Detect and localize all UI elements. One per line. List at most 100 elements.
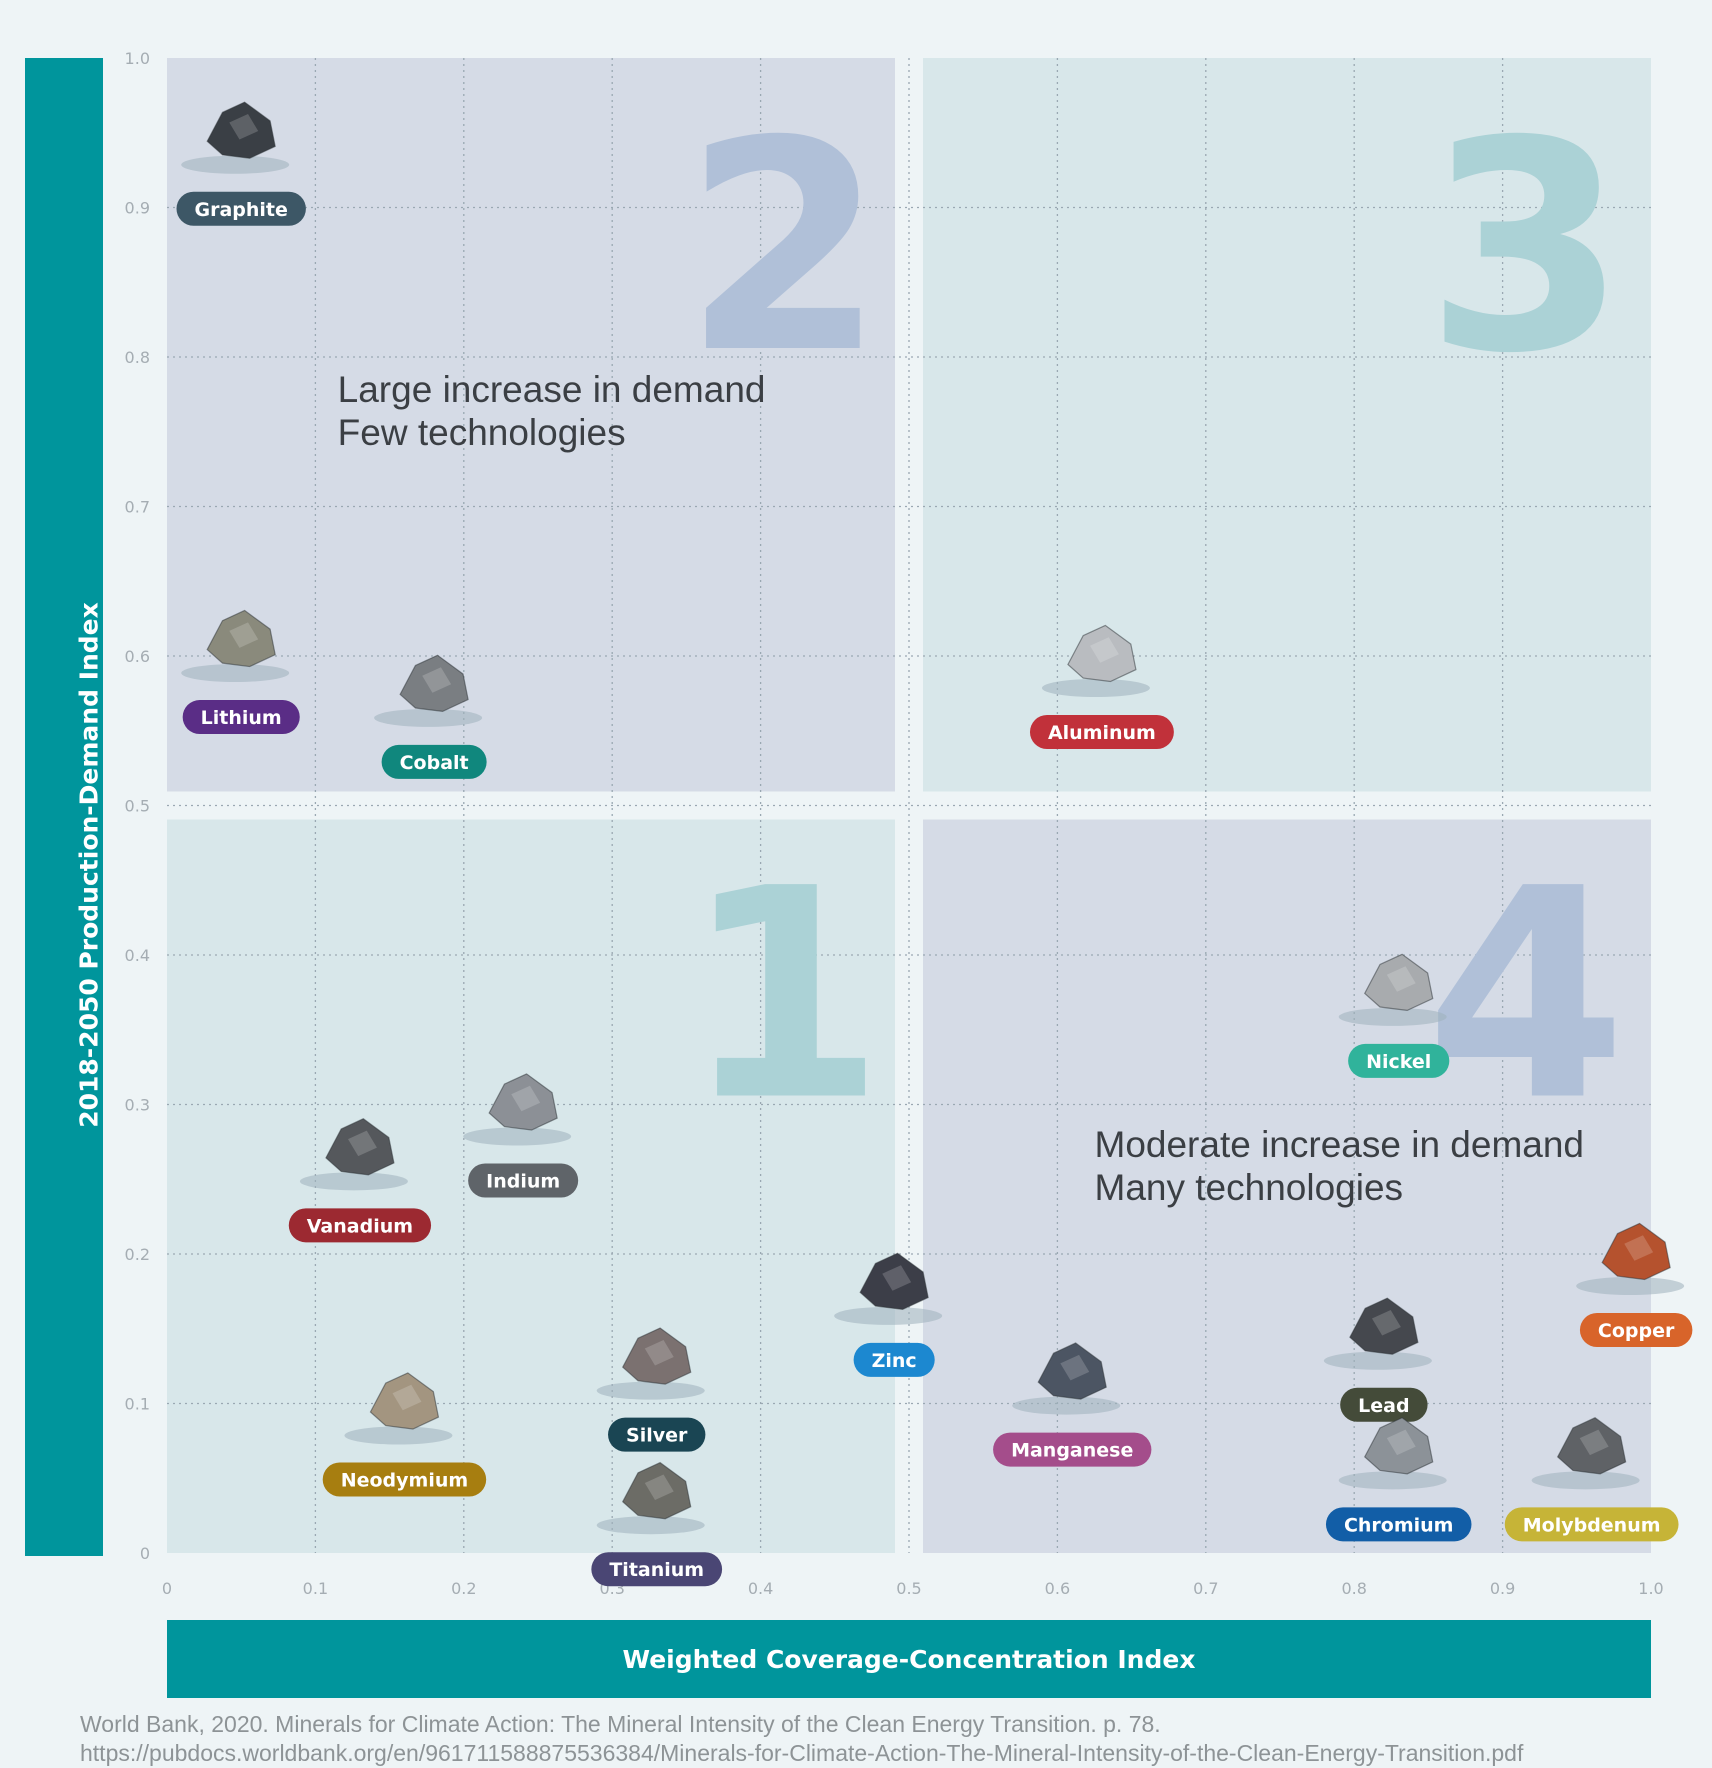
rock-shadow (299, 1172, 408, 1191)
point-label-chromium: Chromium (1344, 1514, 1454, 1536)
rock-shadow (596, 1516, 705, 1535)
tick-layer: 0 0.1 0.2 0.3 0.4 0.5 0.6 0.7 0.8 0.9 1.0 0 0.1 0.2 0.… (125, 49, 1664, 1598)
x-tick-label: 0.8 (1341, 1579, 1366, 1598)
point-label-lithium: Lithium (201, 707, 282, 729)
x-tick-label: 0.9 (1490, 1579, 1515, 1598)
rock-highlight (1624, 1235, 1654, 1261)
data-point-nickel: Nickel (1338, 953, 1450, 1078)
point-pill-nickel (1348, 1043, 1450, 1078)
rock-highlight (229, 114, 259, 140)
data-point-manganese: Manganese (993, 1342, 1152, 1467)
x-tick-label: 1.0 (1638, 1579, 1663, 1598)
rock-shadow (463, 1127, 572, 1146)
x-tick-label: 0.7 (1193, 1579, 1218, 1598)
point-pill-graphite (176, 191, 306, 226)
x-tick-label: 0.1 (303, 1579, 328, 1598)
data-point-copper: Copper (1576, 1222, 1693, 1347)
y-tick-label: 0 (140, 1544, 150, 1563)
rock-shadow (1012, 1396, 1121, 1415)
y-tick-label: 0.1 (125, 1395, 150, 1414)
y-tick-label: 0.5 (125, 797, 150, 816)
point-pill-vanadium (288, 1208, 432, 1243)
rock-shadow (596, 1381, 705, 1400)
data-point-cobalt: Cobalt (374, 654, 487, 779)
data-point-chromium: Chromium (1325, 1417, 1472, 1542)
data-point-aluminum: Aluminum (1029, 624, 1174, 749)
rock-molybdenum (1556, 1417, 1627, 1475)
rock-highlight (1386, 1429, 1416, 1456)
x-axis-bar: Weighted Coverage-Concentration Index (167, 1620, 1651, 1698)
rock-highlight (882, 1265, 912, 1291)
point-pill-indium (468, 1163, 579, 1198)
rock-copper (1601, 1222, 1671, 1281)
quadrant-4 (923, 819, 1651, 1553)
x-tick-label: 0.6 (1045, 1579, 1070, 1598)
data-point-lithium: Lithium (181, 609, 300, 735)
rock-shadow (1576, 1277, 1685, 1295)
y-tick-label: 0.9 (125, 199, 150, 218)
rock-neodymium (369, 1372, 440, 1430)
rock-vanadium (325, 1118, 395, 1176)
x-tick-label: 0.5 (896, 1579, 921, 1598)
point-label-copper: Copper (1598, 1320, 1675, 1342)
quadrant-2 (167, 58, 895, 792)
rock-highlight (644, 1474, 674, 1500)
point-label-lead: Lead (1358, 1395, 1409, 1417)
point-pill-chromium (1325, 1507, 1472, 1542)
annotation-layer: Large increase in demand Few technologies… (338, 369, 1584, 1208)
rock-highlight (392, 1384, 422, 1411)
point-label-nickel: Nickel (1366, 1051, 1431, 1073)
point-layer: Graphite Lithium Cobalt Aluminum Nickel Indiu… (176, 101, 1693, 1587)
point-label-neodymium: Neodymium (341, 1470, 468, 1492)
quadrant-3 (923, 58, 1651, 792)
y-axis-bar: 2018-2050 Production-Demand Index (25, 58, 104, 1556)
point-pill-aluminum (1029, 715, 1174, 749)
rock-shadow (374, 708, 483, 727)
data-point-indium: Indium (463, 1073, 579, 1198)
point-pill-neodymium (322, 1462, 487, 1497)
data-point-molybdenum: Molybdenum (1504, 1417, 1679, 1542)
y-tick-label: 0.3 (125, 1096, 150, 1115)
rock-highlight (1386, 966, 1416, 992)
rock-shadow (1338, 1471, 1447, 1490)
rock-aluminum (1067, 624, 1137, 683)
rock-highlight (511, 1085, 541, 1112)
source-line-1: World Bank, 2020. Minerals for Climate A… (80, 1711, 1161, 1737)
data-point-titanium: Titanium (591, 1461, 723, 1587)
data-point-neodymium: Neodymium (322, 1372, 487, 1497)
rock-chromium (1363, 1417, 1434, 1475)
point-label-graphite: Graphite (194, 199, 287, 221)
rock-highlight (1579, 1429, 1609, 1456)
rock-shadow (834, 1306, 943, 1325)
y-tick-label: 0.7 (125, 498, 150, 517)
rock-lead (1349, 1297, 1419, 1355)
rock-shadow (1338, 1007, 1447, 1026)
rock-shadow (1041, 679, 1150, 697)
x-axis-title: Weighted Coverage-Concentration Index (622, 1644, 1196, 1674)
y-tick-label: 0.8 (125, 348, 150, 367)
rock-shadow (1323, 1351, 1432, 1370)
rock-shadow (181, 664, 290, 683)
point-label-molybdenum: Molybdenum (1523, 1514, 1661, 1536)
point-label-silver: Silver (626, 1425, 688, 1447)
quadrant-number-3: 3 (1425, 80, 1627, 417)
point-pill-lead (1340, 1387, 1428, 1422)
quadrant-number-4: 4 (1425, 828, 1627, 1165)
rock-shadow (344, 1426, 453, 1445)
point-pill-manganese (993, 1432, 1152, 1467)
rock-highlight (1090, 637, 1119, 663)
rock-highlight (348, 1130, 377, 1157)
rock-highlight (229, 622, 259, 648)
rock-highlight (644, 1339, 674, 1366)
rock-highlight (422, 667, 452, 693)
rock-zinc (859, 1252, 929, 1311)
data-point-graphite: Graphite (176, 101, 306, 226)
rock-indium (488, 1073, 558, 1131)
point-label-manganese: Manganese (1011, 1440, 1133, 1462)
quadrant-number-1: 1 (683, 828, 885, 1165)
point-label-cobalt: Cobalt (400, 752, 469, 774)
rock-highlight (1060, 1354, 1090, 1381)
point-pill-silver (608, 1417, 706, 1452)
rock-silver (621, 1327, 692, 1385)
